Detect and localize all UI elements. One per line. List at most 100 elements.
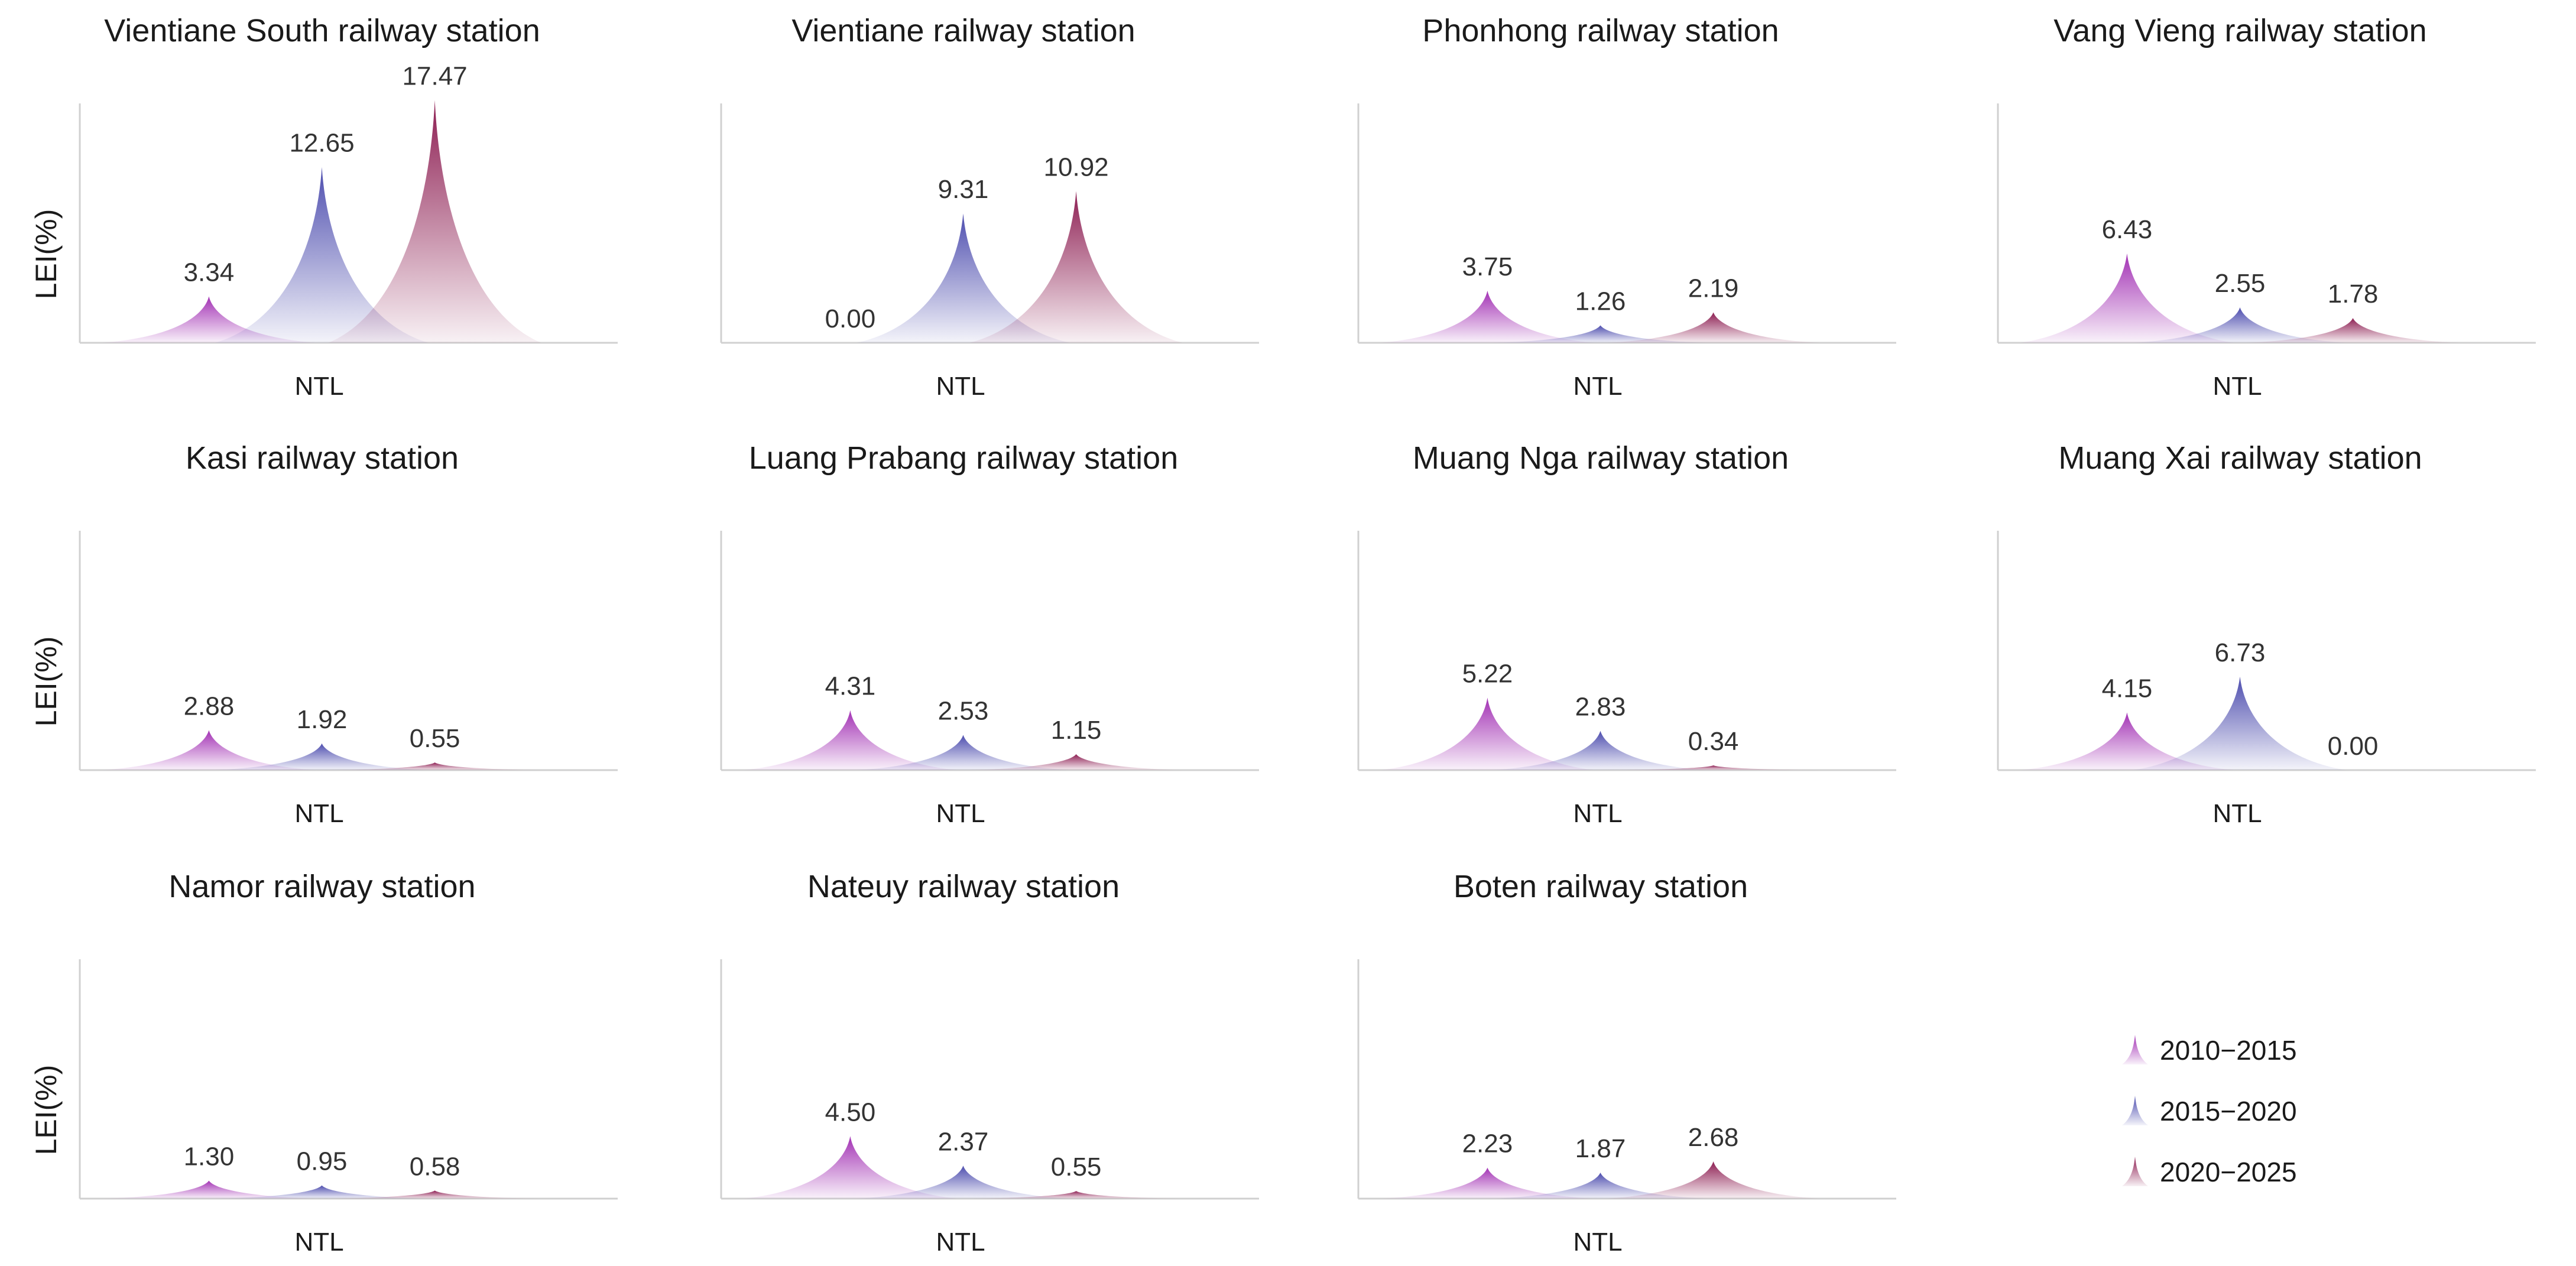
data-label: 2.55 [2215,269,2266,298]
spike-1 [2020,712,2234,770]
y-axis-label: LEI(%) [30,637,63,727]
spike-2 [856,1166,1070,1199]
data-label: 2.68 [1688,1123,1739,1152]
legend-label: 2015−2020 [2160,1096,2297,1127]
data-label: 2.37 [938,1127,989,1156]
spike-2 [2133,676,2347,770]
data-label: 10.92 [1044,152,1109,181]
spike-1 [102,296,316,343]
panel-8: Muang Xai railway station NTL 4.15 6.73 0.00 [1997,440,2536,828]
data-label: 9.31 [938,175,989,204]
panel-3: Phonhong railway station NTL 3.75 1.26 2.19 [1357,13,1896,401]
data-label: 1.87 [1575,1134,1626,1163]
legend-item-1: 2010−2015 [2122,1035,2297,1066]
data-label: 4.15 [2102,674,2153,703]
x-axis-label: NTL [294,1228,343,1257]
spike-3 [969,754,1183,770]
data-label: 3.75 [1462,252,1513,281]
spike-3 [1607,765,1820,770]
data-label: 2.88 [184,692,235,720]
data-label: 1.78 [2328,280,2379,309]
spike-1 [1381,290,1594,343]
panel-title: Kasi railway station [186,440,459,476]
data-label: 0.34 [1688,727,1739,756]
panel-2: Vientiane railway station NTL 0.00 9.31 10.9… [720,13,1259,401]
panel-6: Luang Prabang railway station NTL 4.31 2.53… [720,440,1259,828]
data-label: 2.23 [1462,1129,1513,1158]
data-label: 5.22 [1462,659,1513,688]
panel-9: Namor railway station NTL LEI(%) 1.30 0.95 0.… [30,869,618,1257]
x-axis-label: NTL [1573,372,1622,401]
panel-title: Vientiane railway station [791,13,1135,48]
spike-3 [1607,312,1820,343]
spike-1 [744,1136,957,1199]
panel-title: Namor railway station [168,869,475,904]
spike-2 [1494,1173,1707,1199]
x-axis-label: NTL [936,799,985,828]
x-axis-label: NTL [1573,1228,1622,1257]
panel-title: Vang Vieng railway station [2053,13,2426,48]
data-label: 0.58 [410,1152,460,1181]
legend-swatch-icon [2122,1096,2148,1125]
data-label: 0.55 [1051,1153,1102,1181]
legend: 2010−2015 2015−2020 2020−2025 [2122,1035,2297,1187]
legend-swatch-icon [2122,1035,2148,1064]
spike-2 [215,743,429,770]
data-label: 17.47 [403,61,468,90]
panel-title: Nateuy railway station [807,869,1120,904]
legend-swatch-icon [2122,1157,2148,1186]
data-label: 1.30 [184,1142,235,1171]
x-axis-label: NTL [936,1228,985,1257]
spike-1 [1381,1167,1594,1199]
panel-title: Boten railway station [1454,869,1748,904]
spike-3 [1607,1161,1820,1199]
spike-1 [744,710,957,770]
data-label: 3.34 [184,258,235,287]
spike-3 [969,191,1183,343]
data-label: 6.43 [2102,215,2153,244]
spike-2 [215,1185,429,1199]
spike-1 [102,1180,316,1199]
spike-2 [215,167,429,343]
panel-title: Muang Xai railway station [2058,440,2422,476]
panel-title: Muang Nga railway station [1413,440,1789,476]
spike-1 [2020,253,2234,343]
data-label: 0.00 [2328,732,2379,761]
x-axis-label: NTL [2212,799,2262,828]
data-label: 2.53 [938,697,989,726]
spike-2 [1494,325,1707,343]
data-label: 2.83 [1575,692,1626,721]
spike-3 [328,1190,541,1199]
y-axis-label: LEI(%) [30,209,63,300]
data-label: 4.31 [825,672,876,701]
x-axis-label: NTL [1573,799,1622,828]
panel-7: Muang Nga railway station NTL 5.22 2.83 0.34 [1357,440,1896,828]
spike-2 [1494,731,1707,770]
panel-4: Vang Vieng railway station NTL 6.43 2.55 1.7… [1997,13,2536,401]
legend-item-2: 2015−2020 [2122,1096,2297,1127]
panel-title: Vientiane South railway station [104,13,540,48]
spike-2 [856,213,1070,343]
x-axis-label: NTL [936,372,985,401]
legend-item-3: 2020−2025 [2122,1157,2297,1187]
x-axis-label: NTL [294,799,343,828]
y-axis-label: LEI(%) [30,1065,63,1155]
data-label: 0.95 [297,1147,348,1176]
x-axis-label: NTL [2212,372,2262,401]
spike-3 [328,100,541,343]
spike-1 [102,730,316,770]
data-label: 0.00 [825,304,876,333]
panel-title: Luang Prabang railway station [749,440,1178,476]
data-label: 1.15 [1051,716,1102,745]
spike-2 [856,735,1070,770]
spike-3 [2246,318,2460,343]
spike-3 [969,1191,1183,1199]
panel-1: Vientiane South railway station NTL LEI(%)… [30,13,618,401]
data-label: 1.92 [297,705,348,734]
data-label: 2.19 [1688,274,1739,303]
panel-5: Kasi railway station NTL LEI(%) 2.88 1.92 0.5… [30,440,618,828]
panel-title: Phonhong railway station [1422,13,1779,48]
panel-10: Nateuy railway station NTL 4.50 2.37 0.55 [720,869,1259,1257]
